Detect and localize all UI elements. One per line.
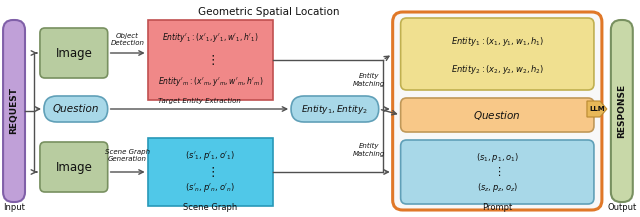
Text: Input: Input xyxy=(3,203,25,212)
FancyBboxPatch shape xyxy=(611,20,633,202)
Text: $\mathit{(s'_1,p'_1,o'_1)}$: $\mathit{(s'_1,p'_1,o'_1)}$ xyxy=(185,150,236,163)
Text: $\vdots$: $\vdots$ xyxy=(493,166,501,179)
FancyBboxPatch shape xyxy=(401,18,594,90)
Polygon shape xyxy=(587,101,607,117)
Text: Scene Graph: Scene Graph xyxy=(183,203,237,212)
Text: Output: Output xyxy=(607,203,636,212)
Bar xyxy=(148,138,273,206)
Text: $\mathit{Entity'_m:(x'_m,y'_m,w'_m,h'_m)}$: $\mathit{Entity'_m:(x'_m,y'_m,w'_m,h'_m)… xyxy=(157,76,263,89)
FancyBboxPatch shape xyxy=(40,142,108,192)
Text: Question: Question xyxy=(52,104,99,114)
Text: REQUEST: REQUEST xyxy=(10,87,19,135)
Text: $\mathit{Entity_1, Entity_2}$: $\mathit{Entity_1, Entity_2}$ xyxy=(301,102,368,115)
FancyBboxPatch shape xyxy=(3,20,25,202)
Text: $\mathit{Entity'_1:(x'_1,y'_1,w'_1,h'_1)}$: $\mathit{Entity'_1:(x'_1,y'_1,w'_1,h'_1)… xyxy=(162,31,259,44)
FancyBboxPatch shape xyxy=(44,96,108,122)
Text: Entity
Matching: Entity Matching xyxy=(353,143,385,157)
Text: LLM: LLM xyxy=(589,106,605,112)
Text: Image: Image xyxy=(56,46,92,59)
Text: Scene Graph
Generation: Scene Graph Generation xyxy=(105,149,150,162)
FancyBboxPatch shape xyxy=(393,12,602,210)
Text: Entity
Matching: Entity Matching xyxy=(353,73,385,87)
Text: $\mathit{(s_1,p_1,o_1)}$: $\mathit{(s_1,p_1,o_1)}$ xyxy=(476,151,519,164)
Text: Target Entity Extraction: Target Entity Extraction xyxy=(158,98,241,104)
Text: $\vdots$: $\vdots$ xyxy=(206,165,215,179)
Text: Geometric Spatial Location: Geometric Spatial Location xyxy=(198,7,340,17)
Text: Object
Detection: Object Detection xyxy=(111,33,145,46)
Text: $\mathit{Entity_2:(x_2,y_2,w_2,h_2)}$: $\mathit{Entity_2:(x_2,y_2,w_2,h_2)}$ xyxy=(451,64,544,77)
FancyBboxPatch shape xyxy=(401,98,594,132)
Text: $\vdots$: $\vdots$ xyxy=(206,53,215,67)
Text: RESPONSE: RESPONSE xyxy=(618,84,627,138)
Bar xyxy=(148,20,273,100)
FancyBboxPatch shape xyxy=(291,96,379,122)
Text: $\mathit{(s_z,p_z,o_z)}$: $\mathit{(s_z,p_z,o_z)}$ xyxy=(477,181,518,194)
FancyBboxPatch shape xyxy=(40,28,108,78)
Text: Image: Image xyxy=(56,161,92,174)
Text: $\mathit{Question}$: $\mathit{Question}$ xyxy=(474,108,521,122)
FancyBboxPatch shape xyxy=(401,140,594,204)
Text: $\mathit{Entity_1:(x_1,y_1,w_1,h_1)}$: $\mathit{Entity_1:(x_1,y_1,w_1,h_1)}$ xyxy=(451,36,544,49)
Text: Prompt: Prompt xyxy=(482,203,513,212)
Text: $\mathit{(s'_n,p'_n,o'_n)}$: $\mathit{(s'_n,p'_n,o'_n)}$ xyxy=(185,181,236,194)
